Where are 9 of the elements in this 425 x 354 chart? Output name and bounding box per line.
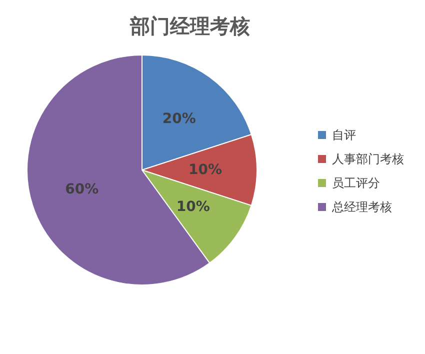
legend-label: 人事部门考核 <box>332 152 404 166</box>
legend-label: 员工评分 <box>332 176 380 190</box>
data-label: 10% <box>188 162 222 178</box>
data-label: 10% <box>176 199 210 216</box>
legend-label: 自评 <box>332 128 356 142</box>
chart-title: 部门经理考核 <box>129 14 250 38</box>
data-label: 60% <box>65 182 99 198</box>
legend-label: 总经理考核 <box>331 200 392 214</box>
data-label: 20% <box>162 110 196 127</box>
